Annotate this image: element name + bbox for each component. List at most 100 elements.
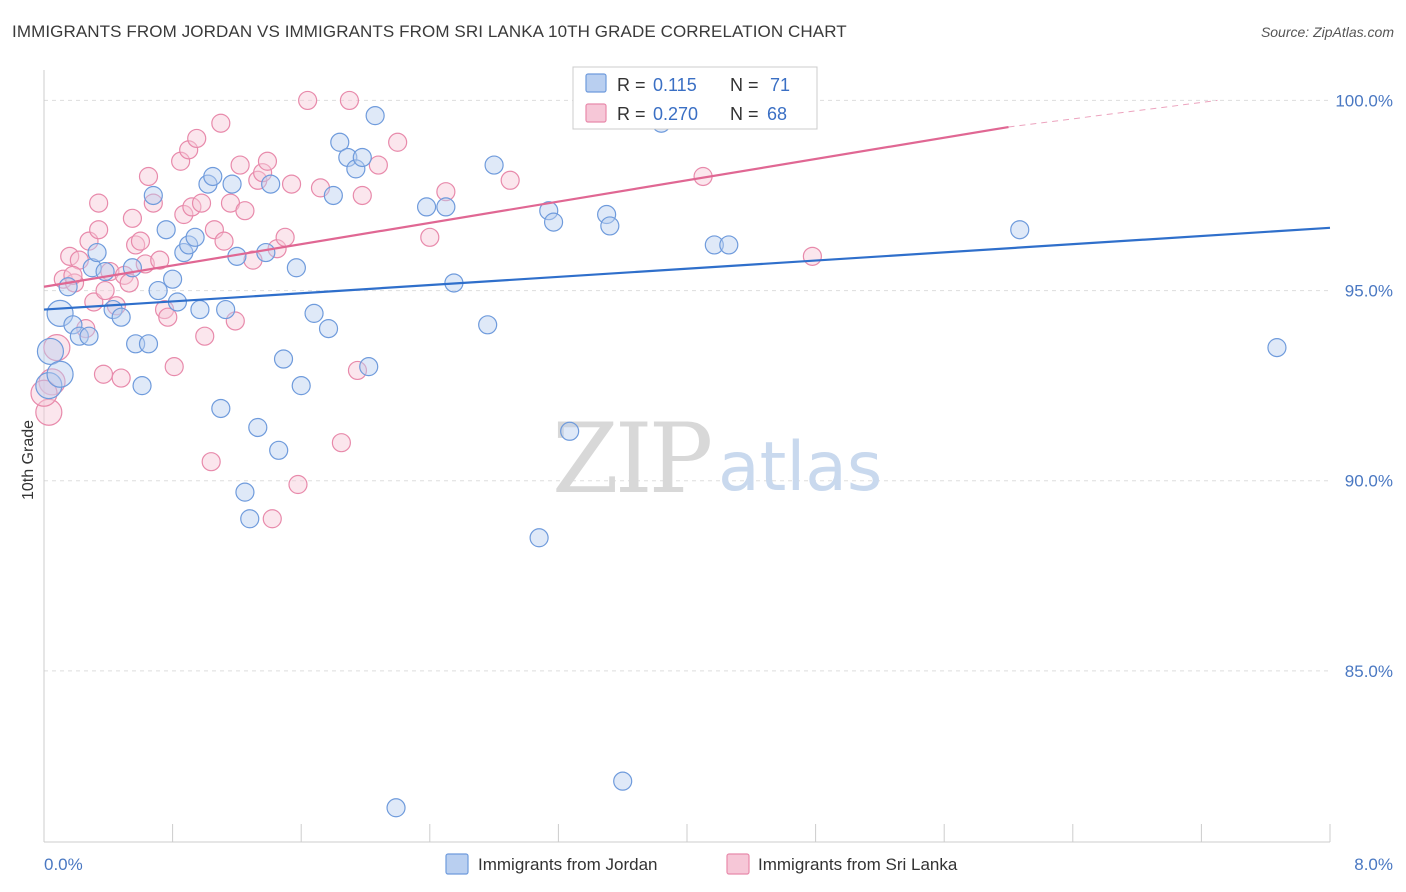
point-srilanka — [119, 273, 139, 293]
point-jordan — [704, 235, 724, 255]
point-srilanka — [262, 509, 282, 529]
point-jordan — [352, 147, 372, 168]
point-srilanka — [171, 151, 191, 171]
y-tick-labels: 85.0% 90.0% 95.0% 100.0% — [1335, 91, 1393, 680]
x-tick-label-max: 8.0% — [1354, 855, 1393, 874]
stats-n-label-srilanka: N = — [730, 104, 759, 124]
point-srilanka — [122, 208, 143, 228]
watermark-zip: ZIP — [552, 403, 711, 515]
point-jordan — [235, 482, 255, 502]
point-jordan — [79, 326, 99, 346]
point-jordan — [82, 258, 102, 278]
source-credit: Source: ZipAtlas.com — [1260, 24, 1394, 40]
point-srilanka — [187, 128, 207, 149]
point-srilanka — [802, 246, 822, 266]
trend-line-srilanka — [43, 125, 1009, 288]
legend-label-srilanka: Immigrants from Sri Lanka — [758, 855, 958, 874]
point-srilanka — [257, 151, 278, 171]
point-jordan — [304, 303, 324, 323]
point-srilanka — [230, 155, 250, 175]
point-srilanka — [150, 250, 170, 270]
stats-r-value-jordan: 0.115 — [653, 75, 697, 95]
point-jordan — [132, 376, 152, 396]
point-srilanka — [143, 193, 163, 213]
point-jordan — [318, 319, 339, 339]
point-srilanka — [93, 364, 114, 384]
point-srilanka — [60, 246, 80, 266]
point-jordan — [484, 155, 504, 175]
point-jordan — [291, 376, 311, 396]
point-jordan — [69, 326, 89, 346]
point-srilanka — [388, 132, 408, 152]
point-jordan — [478, 315, 498, 335]
point-jordan — [179, 235, 199, 255]
stats-box: R = 0.115 N = 71 R = 0.270 N = 68 — [572, 66, 818, 130]
point-jordan — [286, 258, 306, 278]
point-srilanka — [138, 166, 159, 187]
x-tick-labels: 0.0% 8.0% — [44, 855, 1393, 874]
point-srilanka — [164, 357, 184, 377]
point-jordan — [36, 337, 65, 366]
point-srilanka — [420, 227, 440, 247]
y-tick-label: 90.0% — [1345, 472, 1393, 491]
point-srilanka — [63, 265, 83, 285]
point-jordan — [190, 299, 210, 320]
point-jordan — [529, 528, 549, 548]
stats-r-label-srilanka: R = — [617, 104, 646, 124]
point-jordan — [248, 417, 268, 438]
point-jordan — [240, 509, 260, 529]
stats-r-label-jordan: R = — [617, 75, 646, 95]
y-tick-label: 95.0% — [1345, 282, 1393, 301]
point-jordan — [216, 299, 236, 320]
point-srilanka — [179, 140, 199, 160]
point-srilanka — [288, 474, 308, 495]
point-jordan — [58, 277, 78, 297]
point-srilanka — [235, 201, 255, 221]
point-jordan — [719, 235, 739, 255]
point-jordan — [203, 166, 223, 187]
point-jordan — [269, 440, 289, 460]
point-srilanka — [347, 360, 368, 381]
point-srilanka — [298, 90, 318, 111]
point-srilanka — [211, 113, 231, 133]
point-srilanka — [95, 280, 115, 301]
point-jordan — [560, 421, 580, 441]
x-tick-label-min: 0.0% — [44, 855, 83, 874]
point-srilanka — [191, 193, 212, 213]
point-jordan — [543, 212, 564, 232]
point-jordan — [163, 269, 183, 289]
point-jordan — [46, 360, 74, 388]
point-jordan — [386, 798, 406, 818]
point-jordan — [323, 185, 343, 206]
series-srilanka-points — [30, 90, 822, 529]
point-jordan — [359, 357, 379, 377]
point-jordan — [87, 242, 107, 263]
stats-n-label-jordan: N = — [730, 75, 759, 95]
stats-r-value-srilanka: 0.270 — [653, 104, 698, 124]
point-jordan — [256, 242, 276, 263]
chart-title: IMMIGRANTS FROM JORDAN VS IMMIGRANTS FRO… — [12, 22, 847, 41]
point-srilanka — [368, 155, 388, 175]
stats-box-frame — [572, 66, 818, 130]
point-srilanka — [174, 204, 194, 225]
point-jordan — [148, 280, 168, 301]
y-axis-title: 10th Grade — [20, 420, 37, 500]
point-jordan — [597, 204, 617, 225]
point-srilanka — [158, 307, 178, 327]
point-jordan — [211, 398, 231, 419]
legend: Immigrants from Jordan Immigrants from S… — [445, 853, 958, 875]
point-srilanka — [89, 193, 109, 213]
point-jordan — [436, 197, 456, 217]
point-srilanka — [331, 433, 351, 453]
point-jordan — [416, 197, 437, 217]
y-tick-label: 85.0% — [1345, 662, 1393, 681]
stats-swatch-jordan — [585, 73, 607, 93]
stats-swatch-srilanka — [585, 103, 607, 123]
point-jordan — [138, 334, 159, 354]
stats-n-value-srilanka: 68 — [767, 104, 787, 124]
watermark: ZIP atlas — [552, 403, 882, 515]
point-srilanka — [130, 231, 151, 251]
point-srilanka — [352, 185, 372, 206]
legend-label-jordan: Immigrants from Jordan — [478, 855, 658, 874]
